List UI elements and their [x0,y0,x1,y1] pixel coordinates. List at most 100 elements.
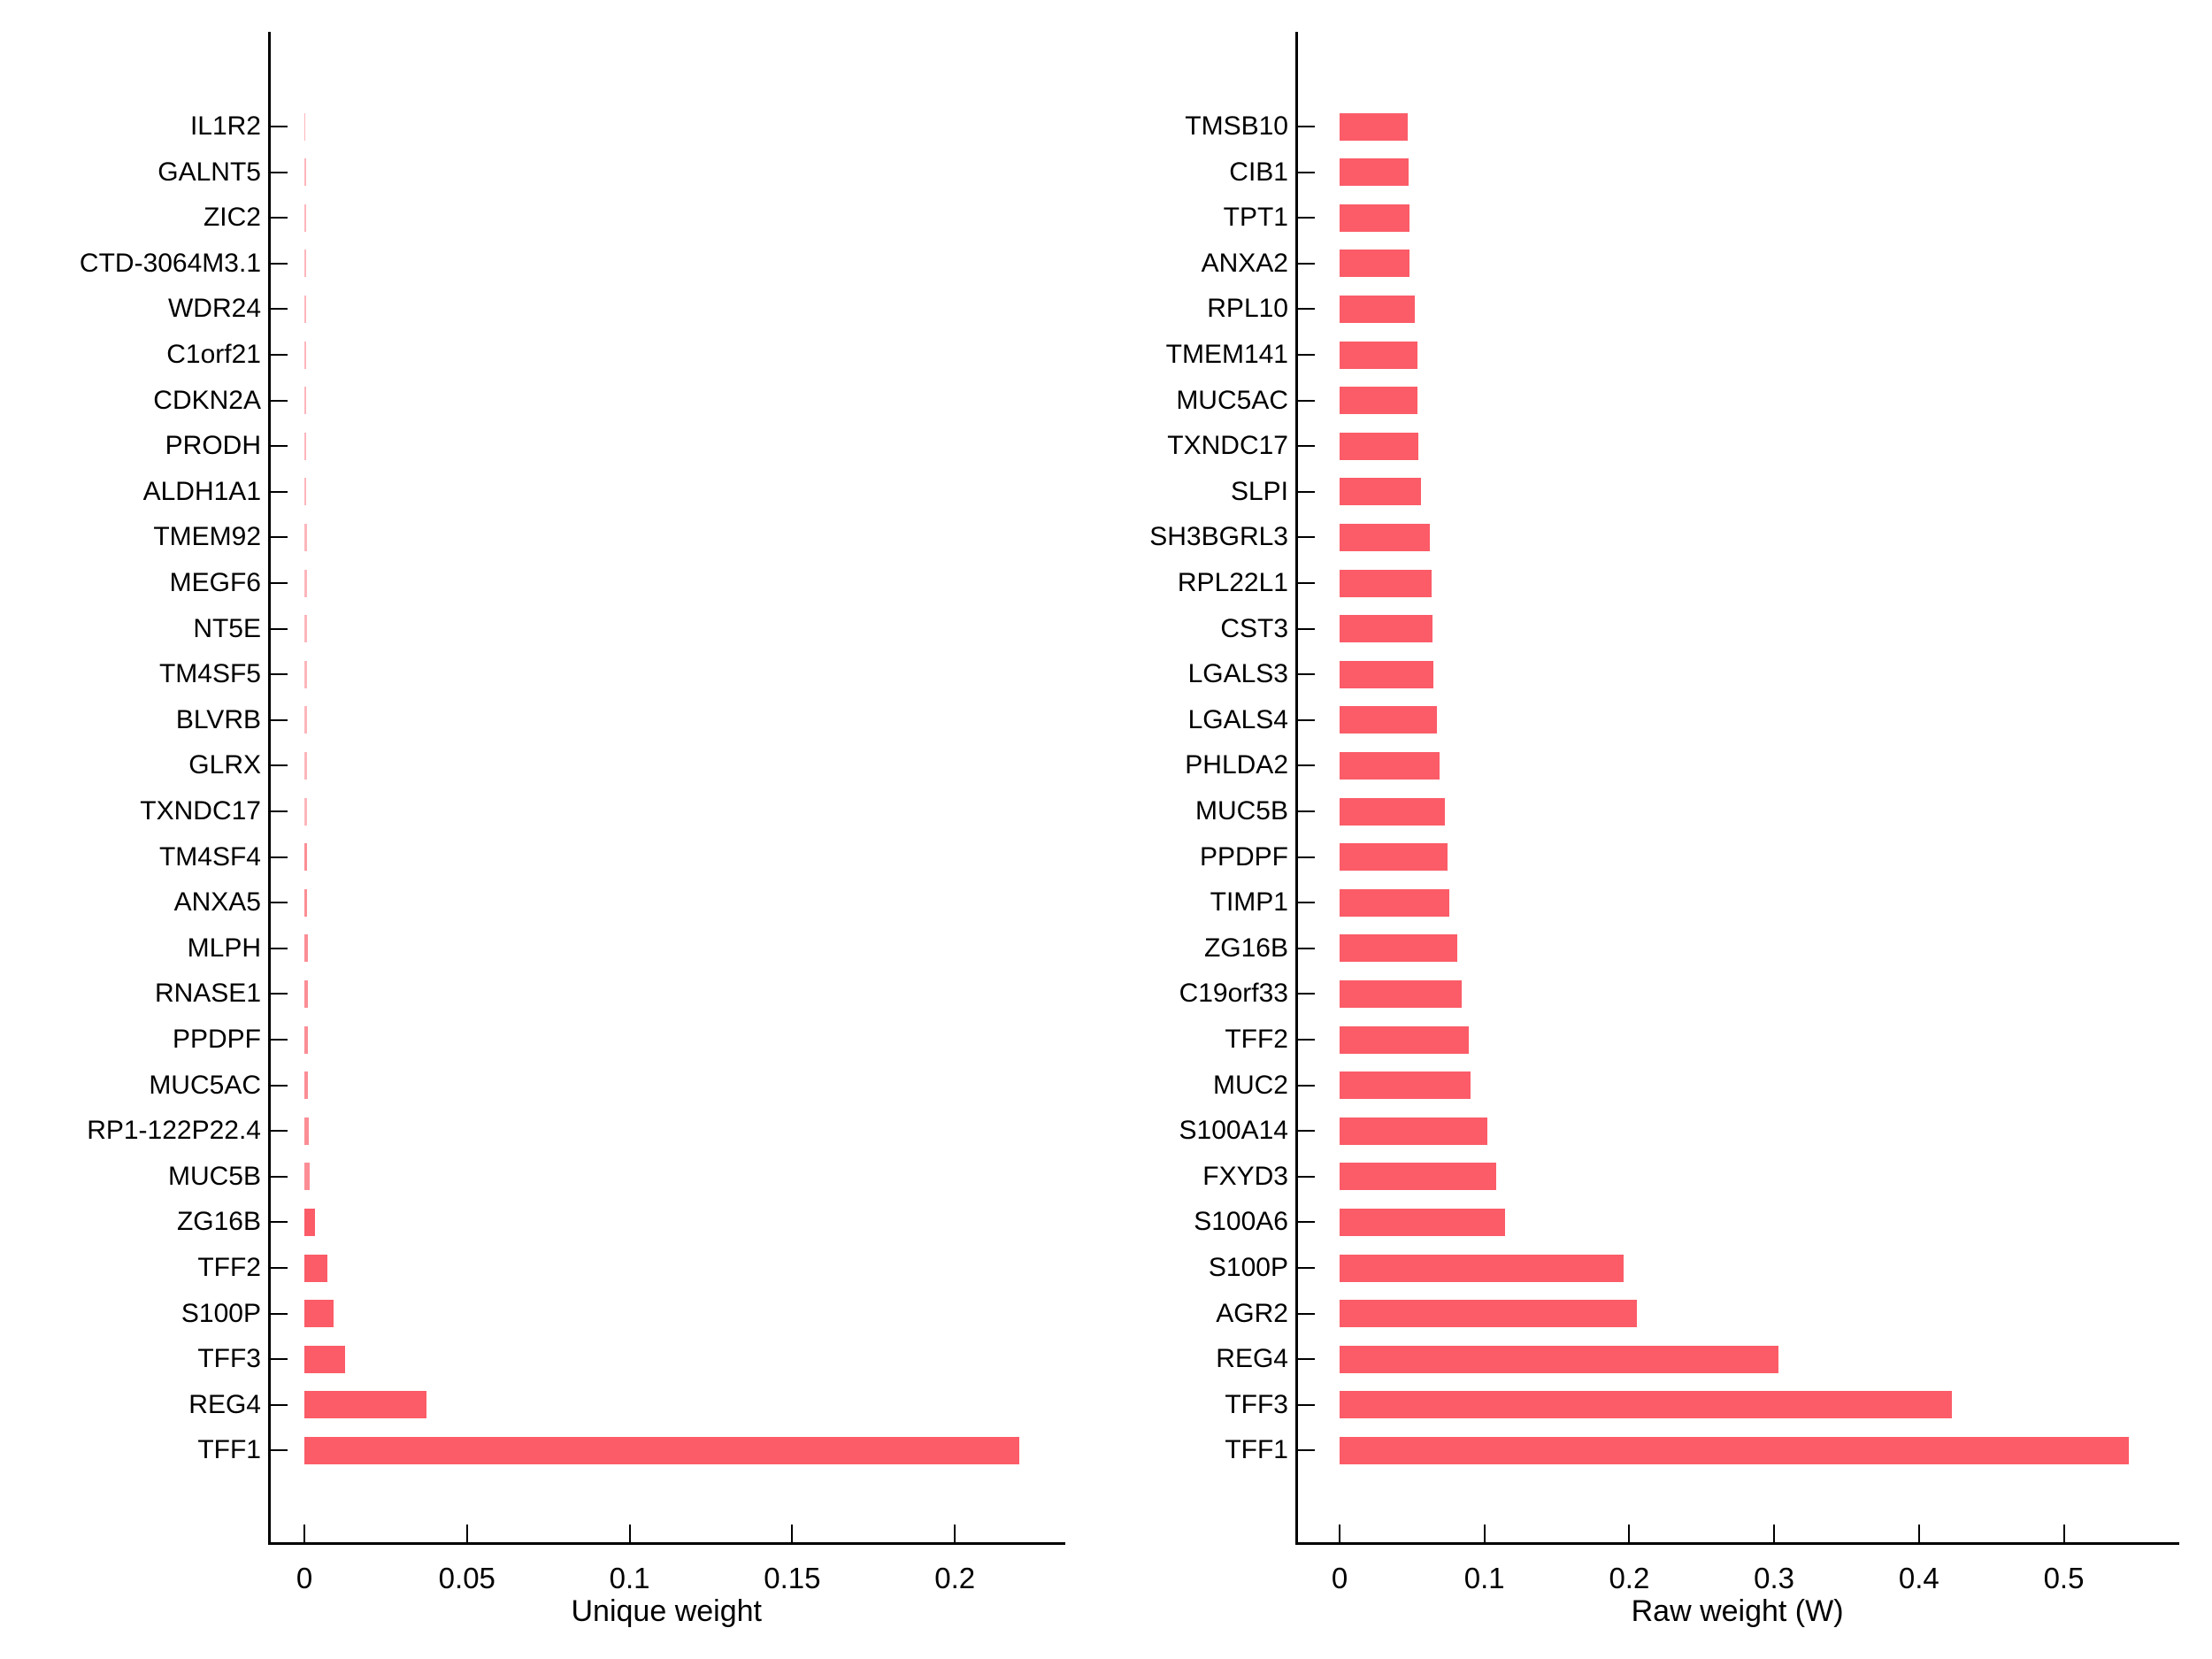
bar-RNASE1 [304,979,308,1008]
x-axis-line [268,1542,1065,1545]
y-tick-PHLDA2 [1298,764,1315,767]
gene-label-MUC5B: MUC5B [1194,796,1288,826]
y-tick-TPT1 [1298,217,1315,219]
gene-label-TXNDC17: TXNDC17 [140,796,261,826]
y-tick-ANXA5 [271,902,288,904]
y-axis-spine [1295,32,1298,1545]
y-tick-ZIC2 [271,217,288,219]
y-tick-CDKN2A [271,399,288,402]
y-tick-ZG16B [1298,947,1315,949]
gene-label-ANXA5: ANXA5 [173,887,261,918]
bar-C1orf21 [304,341,307,369]
x-tick-0.5 [2062,1525,2065,1542]
gene-label-S100A6: S100A6 [1194,1207,1288,1237]
gene-label-TFF2: TFF2 [1225,1025,1288,1054]
bar-TFF3 [304,1345,345,1373]
gene-label-GALNT5: GALNT5 [157,157,261,187]
y-tick-REG4 [271,1403,288,1406]
y-tick-CTD-3064M3.1 [271,262,288,265]
y-tick-RPL10 [1298,308,1315,311]
gene-label-GLRX: GLRX [188,750,261,780]
gene-label-MEGF6: MEGF6 [169,568,261,597]
bar-SH3BGRL3 [1340,523,1431,551]
bar-TM4SF4 [304,843,308,872]
y-tick-ALDH1A1 [271,490,288,493]
y-tick-PPDPF [271,1039,288,1041]
bar-MEGF6 [304,569,307,597]
y-tick-FXYD3 [1298,1175,1315,1178]
gene-label-MLPH: MLPH [187,933,261,963]
bar-GALNT5 [304,158,306,187]
bar-TXNDC17 [304,797,307,826]
gene-label-RP1-122P22.4: RP1-122P22.4 [87,1116,261,1146]
gene-label-SH3BGRL3: SH3BGRL3 [1149,522,1288,552]
gene-label-S100A14: S100A14 [1179,1116,1288,1146]
x-tick-0.05 [465,1525,468,1542]
y-tick-GALNT5 [271,171,288,173]
x-tick-label-0.1: 0.1 [609,1562,650,1594]
bar-LGALS4 [1340,706,1437,734]
bar-CTD-3064M3.1 [304,250,306,278]
y-tick-TIMP1 [1298,902,1315,904]
x-axis-line [1295,1542,2180,1545]
x-tick-label-0.2: 0.2 [1609,1562,1650,1594]
bar-PRODH [304,432,307,460]
gene-label-CST3: CST3 [1220,613,1288,643]
gene-label-CDKN2A: CDKN2A [153,385,261,415]
gene-label-ZG16B: ZG16B [176,1207,261,1237]
gene-label-TMEM92: TMEM92 [153,522,261,552]
gene-label-REG4: REG4 [1216,1344,1288,1374]
gene-label-AGR2: AGR2 [1216,1298,1288,1328]
x-tick-0 [303,1525,305,1542]
y-tick-CST3 [1298,627,1315,630]
bar-GLRX [304,751,307,780]
gene-label-C19orf33: C19orf33 [1179,979,1288,1009]
y-tick-MLPH [271,947,288,949]
x-tick-0.15 [791,1525,794,1542]
bar-ZG16B [1340,934,1457,963]
y-tick-TFF1 [271,1449,288,1452]
gene-label-TMEM141: TMEM141 [1165,340,1288,369]
gene-label-RPL22L1: RPL22L1 [1177,568,1288,597]
bar-ZG16B [304,1208,315,1236]
gene-label-CTD-3064M3.1: CTD-3064M3.1 [79,248,261,278]
gene-label-REG4: REG4 [188,1389,261,1419]
y-tick-REG4 [1298,1358,1315,1361]
y-tick-TM4SF5 [271,673,288,676]
y-axis-spine [268,32,271,1545]
x-tick-0.1 [628,1525,631,1542]
bar-MUC5B [304,1163,310,1191]
bar-WDR24 [304,295,306,323]
bar-TFF1 [1340,1436,2130,1464]
x-axis-title-unique-weight: Unique weight [571,1594,762,1628]
x-tick-label-0: 0 [296,1562,313,1594]
gene-label-C1orf21: C1orf21 [166,340,261,369]
gene-label-MUC2: MUC2 [1212,1070,1288,1100]
x-tick-label-0.1: 0.1 [1463,1562,1505,1594]
gene-label-TMSB10: TMSB10 [1185,111,1288,141]
gene-label-ZG16B: ZG16B [1203,933,1288,963]
x-tick-label-0.05: 0.05 [438,1562,495,1594]
gene-label-S100P: S100P [1208,1253,1288,1282]
gene-label-IL1R2: IL1R2 [189,111,261,141]
gene-label-RPL10: RPL10 [1207,294,1288,324]
x-tick-label-0.2: 0.2 [934,1562,976,1594]
y-tick-C19orf33 [1298,993,1315,995]
bar-PHLDA2 [1340,751,1440,780]
gene-label-TIMP1: TIMP1 [1210,887,1288,918]
gene-label-ALDH1A1: ALDH1A1 [142,476,261,506]
gene-label-TM4SF5: TM4SF5 [158,659,261,689]
bar-MUC5AC [304,1071,309,1100]
x-tick-0 [1339,1525,1340,1542]
bar-TFF1 [304,1436,1019,1464]
y-tick-CIB1 [1298,171,1315,173]
y-tick-C1orf21 [271,354,288,356]
x-tick-label-0.4: 0.4 [1898,1562,1939,1594]
bar-TIMP1 [1340,888,1449,917]
y-tick-RPL22L1 [1298,582,1315,584]
y-tick-AGR2 [1298,1312,1315,1315]
gene-label-LGALS3: LGALS3 [1187,659,1288,689]
y-tick-MUC2 [1298,1084,1315,1087]
y-tick-WDR24 [271,308,288,311]
